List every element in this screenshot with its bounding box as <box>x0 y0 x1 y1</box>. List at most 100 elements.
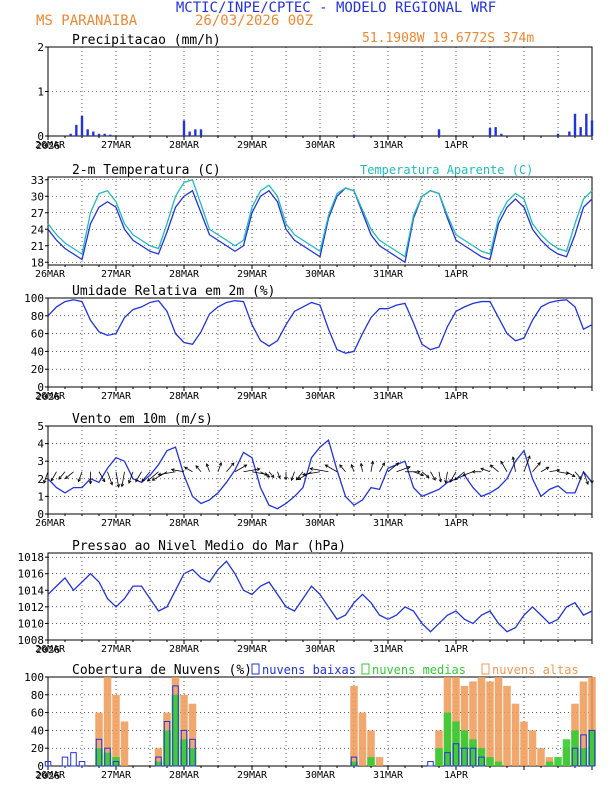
x-tick-label: 27MAR <box>101 391 132 402</box>
wind-arrow-head <box>571 473 576 477</box>
wind-arrow-head <box>511 456 516 460</box>
panel-title: 2-m Temperatura (C) <box>72 163 221 178</box>
wind-arrow <box>500 461 508 472</box>
wind-arrow <box>152 471 168 481</box>
wind-arrow <box>65 471 74 479</box>
x-tick-label: 28MAR <box>169 518 200 529</box>
wind-arrow <box>268 471 275 478</box>
cloud-bar-nuvens-baixas <box>350 756 358 767</box>
wind-arrow-head <box>556 468 561 473</box>
y-tick-label: 4 <box>37 438 44 451</box>
wind-arrow-head <box>195 465 199 469</box>
panel-frame <box>47 552 593 641</box>
y-tick-label: 1012 <box>18 601 45 614</box>
x-year-label: 2026 <box>36 392 60 403</box>
y-tick-label: 20 <box>31 363 44 376</box>
x-tick-label: 30MAR <box>305 269 336 280</box>
wind-arrow-head <box>359 462 364 467</box>
wind-arrow <box>206 463 210 472</box>
cloud-bar-nuvens-medias <box>188 748 197 766</box>
wind-arrow <box>396 466 411 473</box>
precip-bar <box>437 129 441 136</box>
cloud-bar-nuvens-baixas <box>78 761 86 767</box>
wind-arrow <box>147 471 159 482</box>
x-year-label: 2026 <box>36 141 60 152</box>
cloud-bar-nuvens-medias <box>367 757 375 766</box>
wind-arrow-head <box>370 460 375 465</box>
wind-arrow-head <box>454 476 458 481</box>
wind-arrow <box>574 471 582 480</box>
wind-arrow <box>413 471 424 476</box>
cloud-bar-nuvens-altas <box>588 677 596 766</box>
cloud-legend-swatch <box>481 663 490 675</box>
header-coords: 51.1908W 19.6772S 374m <box>362 31 534 46</box>
wind-arrow <box>325 464 338 473</box>
panel-pressure: 1008 1010 1012 1014 1016 1018 26MAR 27MAR 28MAR 2… <box>18 539 593 656</box>
precip-bar <box>75 124 78 136</box>
wind-arrow-head <box>417 469 421 474</box>
precip-bar <box>585 113 588 136</box>
y-tick-label: 1008 <box>18 634 45 647</box>
cloud-bar-nuvens-altas <box>503 685 511 766</box>
cloud-bar-nuvens-baixas <box>172 685 179 767</box>
cloud-bar-nuvens-baixas <box>452 743 460 767</box>
wind-arrow <box>195 465 202 473</box>
x-tick-label: 27MAR <box>101 140 132 151</box>
panel-precip: 0 1 2 26MAR 27MAR 28MAR 29MAR 30MAR 31MAR 1APR 202… <box>35 33 594 152</box>
precip-bar <box>194 129 197 136</box>
y-tick-label: 60 <box>31 328 44 341</box>
cloud-legend-swatch <box>361 663 370 675</box>
y-tick-label: 1 <box>37 86 44 99</box>
wind-arrow-head <box>290 477 294 482</box>
x-tick-label: 27MAR <box>101 644 132 655</box>
x-tick-label: 30MAR <box>305 518 336 529</box>
panel-temperature: 18 21 24 27 30 33 26MAR 27MAR 28MAR 29MAR 30MAR 31M… <box>31 163 593 280</box>
precip-bar <box>92 131 95 136</box>
x-tick-label: 30MAR <box>305 770 336 781</box>
x-tick-label: 30MAR <box>305 391 336 402</box>
wind-arrow <box>135 471 142 482</box>
x-tick-label: 26MAR <box>35 770 66 781</box>
x-tick-label: 27MAR <box>101 770 132 781</box>
precip-bar <box>500 133 503 136</box>
cloud-bar-nuvens-baixas <box>180 729 188 767</box>
cloud-bar-nuvens-baixas <box>189 738 196 767</box>
wind-arrow-head <box>438 478 443 483</box>
wind-arrow-head <box>256 467 261 472</box>
x-tick-label: 26MAR <box>35 518 66 529</box>
precip-bar <box>80 115 84 136</box>
y-tick-label: 18 <box>31 256 44 269</box>
x-tick-label: 31MAR <box>373 644 404 655</box>
cloud-bar-nuvens-medias <box>443 712 452 766</box>
y-tick-label: 1016 <box>18 568 45 581</box>
wind-arrow-head <box>170 468 175 472</box>
wind-arrow <box>462 471 474 476</box>
cloud-bar-nuvens-baixas <box>163 721 171 767</box>
y-tick-label: 20 <box>31 742 44 755</box>
cloud-bar-nuvens-medias <box>180 739 188 766</box>
header-run: 26/03/2026 00Z <box>195 13 313 29</box>
x-tick-label: 29MAR <box>237 140 268 151</box>
wind-arrow-head <box>500 460 504 465</box>
wind-arrow <box>540 466 549 473</box>
cloud-bar-nuvens-altas <box>511 703 520 766</box>
x-tick-label: 28MAR <box>169 391 200 402</box>
y-tick-label: 1010 <box>18 617 45 630</box>
y-tick-label: 27 <box>31 207 44 220</box>
cloud-bar-nuvens-baixas <box>427 761 434 767</box>
cloud-bar-nuvens-altas <box>103 677 112 766</box>
precip-bar <box>103 133 106 136</box>
cloud-bar-nuvens-altas <box>494 677 503 766</box>
wind-arrow <box>490 464 499 473</box>
series-line-0 <box>47 299 593 354</box>
cloud-bar-nuvens-medias <box>579 748 588 766</box>
precip-bar <box>488 127 492 136</box>
wind-arrow <box>370 461 374 472</box>
x-tick-label: 29MAR <box>237 518 268 529</box>
cloud-bar-nuvens-baixas <box>571 747 579 767</box>
cloud-bar-nuvens-medias <box>95 748 103 766</box>
cloud-bar-nuvens-medias <box>469 739 477 766</box>
wind-arrow-head <box>218 461 223 466</box>
cloud-bar-nuvens-baixas <box>112 761 120 767</box>
precip-bar <box>579 127 582 136</box>
